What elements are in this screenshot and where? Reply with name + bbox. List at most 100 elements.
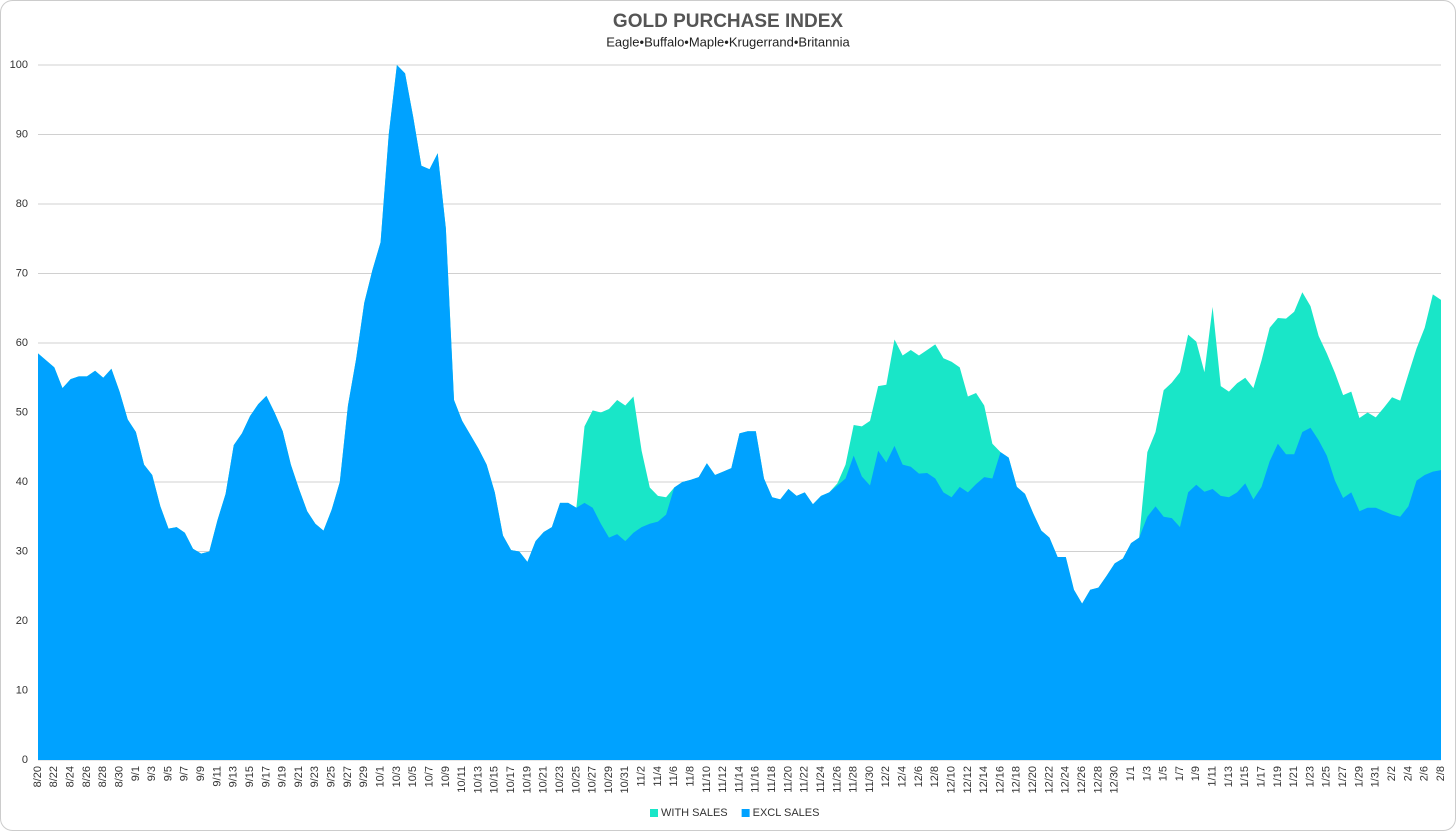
x-tick-label: 12/18 xyxy=(1011,766,1023,794)
x-tick-label: 11/24 xyxy=(815,766,827,793)
x-tick-label: 12/20 xyxy=(1027,766,1039,794)
x-tick-label: 9/27 xyxy=(342,766,354,787)
legend-swatch xyxy=(650,809,658,817)
x-tick-label: 10/25 xyxy=(570,766,582,794)
y-tick-label: 50 xyxy=(16,406,28,418)
x-tick-label: 11/26 xyxy=(831,766,843,793)
y-tick-label: 80 xyxy=(16,198,28,210)
x-tick-label: 12/30 xyxy=(1109,766,1121,794)
x-tick-label: 11/6 xyxy=(668,766,680,787)
x-tick-label: 11/16 xyxy=(750,766,762,793)
x-tick-label: 2/4 xyxy=(1402,766,1414,781)
x-tick-label: 12/26 xyxy=(1076,766,1088,794)
legend-swatch xyxy=(741,809,750,817)
x-tick-label: 1/9 xyxy=(1190,766,1202,781)
area xyxy=(38,65,1441,760)
x-tick-label: 9/3 xyxy=(146,766,158,781)
x-tick-label: 10/1 xyxy=(374,766,386,787)
y-tick-label: 40 xyxy=(16,476,28,488)
x-tick-label: 11/4 xyxy=(652,766,664,787)
x-tick-label: 10/13 xyxy=(472,766,484,794)
x-tick-label: 2/2 xyxy=(1386,766,1398,781)
y-tick-label: 90 xyxy=(16,128,28,140)
x-tick-label: 10/7 xyxy=(423,766,435,787)
x-tick-label: 9/23 xyxy=(309,766,321,787)
x-tick-label: 1/21 xyxy=(1288,766,1300,787)
x-tick-label: 8/30 xyxy=(113,766,125,787)
y-tick-label: 30 xyxy=(16,545,28,557)
x-tick-label: 12/6 xyxy=(913,766,925,787)
x-tick-label: 9/15 xyxy=(244,766,256,787)
x-tick-label: 12/22 xyxy=(1043,766,1055,794)
x-tick-label: 11/18 xyxy=(766,766,778,793)
x-tick-label: 10/17 xyxy=(505,766,517,794)
x-tick-label: 9/29 xyxy=(358,766,370,787)
x-tick-label: 10/11 xyxy=(456,766,468,793)
y-tick-label: 60 xyxy=(16,337,28,349)
x-tick-label: 11/14 xyxy=(733,766,745,793)
x-tick-label: 12/12 xyxy=(962,766,974,794)
x-tick-label: 10/5 xyxy=(407,766,419,787)
x-tick-label: 12/10 xyxy=(945,766,957,794)
y-tick-label: 10 xyxy=(16,684,28,696)
x-tick-label: 1/5 xyxy=(1158,766,1170,781)
x-tick-label: 8/26 xyxy=(81,766,93,787)
x-tick-label: 9/11 xyxy=(211,766,223,787)
x-tick-label: 11/22 xyxy=(799,766,811,793)
x-tick-label: 9/17 xyxy=(260,766,272,787)
legend-label: EXCL SALES xyxy=(753,807,820,819)
x-tick-label: 10/29 xyxy=(603,766,615,794)
x-tick-label: 11/8 xyxy=(684,766,696,787)
x-tick-label: 10/9 xyxy=(440,766,452,787)
x-tick-label: 10/19 xyxy=(521,766,533,794)
x-tick-label: 9/9 xyxy=(195,766,207,781)
x-tick-label: 9/7 xyxy=(179,766,191,781)
x-tick-label: 1/13 xyxy=(1223,766,1235,787)
x-tick-label: 10/3 xyxy=(391,766,403,787)
x-tick-label: 2/6 xyxy=(1419,766,1431,781)
chart-subtitle: Eagle•Buffalo•Maple•Krugerrand•Britannia xyxy=(606,34,850,49)
x-tick-label: 11/30 xyxy=(864,766,876,793)
x-tick-label: 9/1 xyxy=(130,766,142,781)
y-tick-label: 20 xyxy=(16,615,28,627)
legend-label: WITH SALES xyxy=(661,807,728,819)
x-tick-label: 11/2 xyxy=(636,766,648,787)
x-tick-label: 8/24 xyxy=(65,766,77,787)
x-tick-label: 9/21 xyxy=(293,766,305,787)
x-tick-label: 12/24 xyxy=(1060,766,1072,794)
x-tick-label: 12/8 xyxy=(929,766,941,787)
x-tick-label: 10/15 xyxy=(489,766,501,794)
x-tick-label: 11/28 xyxy=(848,766,860,793)
y-tick-label: 70 xyxy=(16,267,28,279)
y-tick-label: 100 xyxy=(10,59,28,71)
x-tick-label: 8/22 xyxy=(48,766,60,787)
x-tick-label: 8/28 xyxy=(97,766,109,787)
x-tick-label: 11/10 xyxy=(701,766,713,793)
x-tick-label: 1/11 xyxy=(1207,766,1219,787)
x-tick-label: 1/15 xyxy=(1239,766,1251,787)
x-tick-label: 9/13 xyxy=(228,766,240,787)
x-tick-label: 9/25 xyxy=(326,766,338,787)
x-tick-label: 9/5 xyxy=(162,766,174,781)
x-tick-label: 10/21 xyxy=(538,766,550,794)
x-tick-label: 12/4 xyxy=(897,766,909,787)
x-tick-label: 1/31 xyxy=(1370,766,1382,787)
chart-title: GOLD PURCHASE INDEX xyxy=(613,11,843,32)
x-tick-label: 1/25 xyxy=(1321,766,1333,787)
x-tick-label: 12/16 xyxy=(994,766,1006,794)
x-tick-label: 8/20 xyxy=(32,766,44,787)
x-tick-label: 11/20 xyxy=(782,766,794,793)
x-tick-label: 1/1 xyxy=(1125,766,1137,781)
x-tick-label: 12/2 xyxy=(880,766,892,787)
y-tick-label: 0 xyxy=(22,754,28,766)
x-tick-label: 12/14 xyxy=(978,766,990,794)
x-tick-label: 9/19 xyxy=(277,766,289,787)
x-tick-label: 10/31 xyxy=(619,766,631,794)
x-tick-label: 1/29 xyxy=(1353,766,1365,787)
x-tick-label: 2/8 xyxy=(1435,766,1447,781)
x-tick-label: 1/27 xyxy=(1337,766,1349,787)
x-tick-label: 10/23 xyxy=(554,766,566,794)
x-tick-label: 1/3 xyxy=(1141,766,1153,781)
x-tick-label: 1/17 xyxy=(1255,766,1267,787)
